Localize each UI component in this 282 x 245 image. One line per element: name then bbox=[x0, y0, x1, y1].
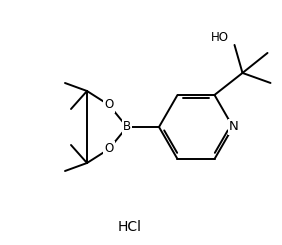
Text: HO: HO bbox=[210, 31, 228, 44]
Text: B: B bbox=[123, 121, 131, 134]
Text: O: O bbox=[104, 98, 114, 111]
Text: HCl: HCl bbox=[118, 220, 142, 234]
Text: O: O bbox=[104, 143, 114, 156]
Text: N: N bbox=[229, 121, 239, 134]
